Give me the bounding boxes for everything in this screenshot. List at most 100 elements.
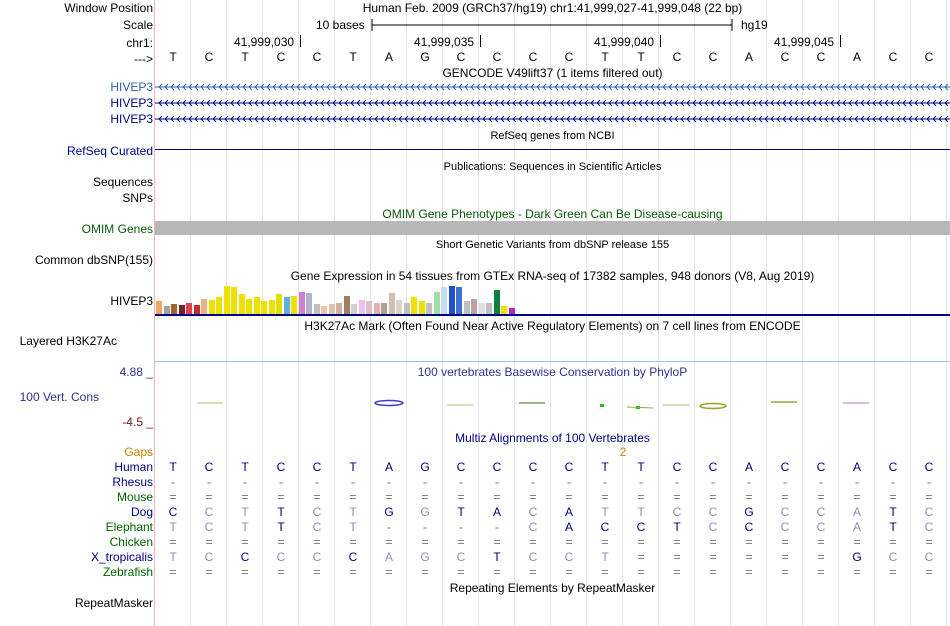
gtex-tissue-bar[interactable] [216, 297, 222, 314]
alignment-base: - [531, 475, 535, 489]
gtex-tissue-bar[interactable] [508, 308, 515, 314]
species-label[interactable]: Dog [130, 505, 153, 519]
gtex-tissue-bar[interactable] [471, 299, 477, 314]
species-label[interactable]: Human [114, 460, 153, 474]
repeatmasker-label[interactable]: RepeatMasker [74, 596, 153, 610]
gtex-tissue-bar[interactable] [156, 301, 162, 314]
gtex-tissue-bar[interactable] [291, 296, 297, 314]
gtex-tissue-bar[interactable] [283, 297, 290, 314]
refseq-line[interactable] [155, 149, 950, 150]
gtex-tissue-bar[interactable] [328, 304, 335, 314]
alignment-base: = [601, 535, 609, 549]
gtex-tissue-bar[interactable] [396, 300, 402, 314]
gtex-tissue-bar[interactable] [493, 290, 500, 314]
alignment-base: = [853, 535, 861, 549]
species-label[interactable]: Rhesus [112, 475, 153, 489]
gtex-tissue-bar[interactable] [366, 301, 372, 314]
alignment-base: G [384, 505, 394, 519]
gtex-tissue-bar[interactable] [411, 297, 417, 314]
gtex-tissue-bar[interactable] [381, 303, 387, 314]
gtex-tissue-bar[interactable] [178, 305, 185, 314]
gtex-tissue-bar[interactable] [298, 292, 305, 314]
gtex-tissue-bar[interactable] [231, 287, 237, 314]
gencode-transcript-1[interactable] [155, 83, 950, 91]
omim-phenotype-bar[interactable] [155, 221, 950, 235]
gtex-tissue-bar[interactable] [253, 297, 260, 314]
scale-bar [371, 19, 733, 31]
gencode-transcript-3[interactable] [155, 115, 950, 123]
reference-base: C [816, 50, 826, 64]
gtex-tissue-bar[interactable] [418, 301, 425, 314]
gtex-tissue-bar[interactable] [351, 304, 357, 314]
scale-text: 10 bases [316, 18, 365, 32]
alignment-base: - [351, 475, 355, 489]
cons-label[interactable]: 100 Vert. Cons [19, 390, 99, 404]
gtex-tissue-bar[interactable] [223, 286, 230, 314]
gtex-tissue-bar[interactable] [336, 303, 342, 314]
gtex-tissue-bar[interactable] [313, 304, 320, 314]
grid-line [802, 0, 803, 626]
omim-label[interactable]: OMIM Genes [81, 222, 153, 236]
gtex-tissue-bar[interactable] [193, 305, 200, 314]
gencode-item-label-3[interactable]: HIVEP3 [110, 112, 153, 126]
gtex-tissue-bar[interactable] [201, 299, 207, 314]
h3k27ac-label[interactable]: Layered H3K27Ac [19, 334, 117, 348]
alignment-base: = [889, 535, 897, 549]
gtex-tissue-bar[interactable] [403, 303, 410, 314]
gtex-tissue-bar[interactable] [478, 303, 485, 314]
gtex-tissue-bar[interactable] [238, 294, 245, 314]
species-label[interactable]: Zebrafish [102, 565, 153, 579]
gencode-title: GENCODE V49lift37 (1 items filtered out) [442, 66, 663, 80]
browser-image-pane[interactable]: Human Feb. 2009 (GRCh37/hg19) chr1:41,99… [155, 0, 950, 626]
coord-4: 41,999,045 [774, 35, 835, 49]
species-label[interactable]: Chicken [109, 535, 153, 549]
gtex-tissue-bar[interactable] [448, 286, 455, 314]
gencode-transcript-2[interactable] [155, 99, 950, 107]
snps-label[interactable]: SNPs [122, 191, 153, 205]
gtex-tissue-bar[interactable] [208, 300, 215, 314]
gtex-tissue-bar[interactable] [388, 293, 395, 314]
alignment-base: G [420, 460, 430, 474]
gtex-tissue-bar[interactable] [433, 292, 440, 314]
gtex-tissue-bar[interactable] [441, 287, 447, 314]
alignment-base: C [528, 550, 538, 564]
publications-title: Publications: Sequences in Scientific Ar… [443, 161, 662, 173]
gencode-item-label-2[interactable]: HIVEP3 [110, 96, 153, 110]
gtex-tissue-bar[interactable] [463, 301, 470, 314]
species-label[interactable]: Elephant [105, 520, 153, 534]
pane-separator [154, 0, 155, 626]
gtex-tissue-bar[interactable] [456, 287, 462, 314]
gtex-tissue-bar[interactable] [163, 306, 170, 314]
gtex-tissue-bar[interactable] [321, 306, 327, 314]
gencode-item-label-1[interactable]: HIVEP3 [110, 80, 153, 94]
gtex-tissue-bar[interactable] [358, 300, 365, 314]
species-label[interactable]: X_tropicalis [90, 550, 153, 564]
reference-base: A [384, 50, 393, 64]
alignment-base: = [781, 490, 789, 504]
refseq-label[interactable]: RefSeq Curated [66, 144, 153, 158]
gtex-tissue-bar[interactable] [171, 304, 177, 314]
gtex-tissue-bar[interactable] [306, 293, 312, 314]
gtex-tissue-bar[interactable] [373, 303, 380, 314]
gtex-tissue-bar[interactable] [261, 301, 267, 314]
alignment-base: T [241, 505, 249, 519]
alignment-base: - [279, 475, 283, 489]
gtex-tissue-bar[interactable] [246, 299, 252, 314]
dbsnp-label[interactable]: Common dbSNP(155) [34, 253, 153, 267]
grid-line [334, 0, 335, 626]
gtex-bar-chart[interactable] [155, 284, 950, 314]
gtex-tissue-bar[interactable] [276, 294, 282, 314]
sequences-label[interactable]: Sequences [92, 175, 153, 189]
gtex-label[interactable]: HIVEP3 [110, 294, 153, 308]
gtex-tissue-bar[interactable] [501, 306, 507, 314]
reference-base: C [564, 50, 574, 64]
gtex-tissue-bar[interactable] [268, 300, 275, 314]
gtex-tissue-bar[interactable] [186, 303, 192, 314]
phylop-glyphs[interactable] [155, 395, 950, 415]
gtex-tissue-bar[interactable] [426, 303, 432, 314]
alignment-base: = [169, 490, 177, 504]
species-label[interactable]: Mouse [116, 490, 153, 504]
alignment-base: C [528, 460, 538, 474]
gtex-tissue-bar[interactable] [486, 303, 492, 314]
gtex-tissue-bar[interactable] [343, 296, 350, 314]
